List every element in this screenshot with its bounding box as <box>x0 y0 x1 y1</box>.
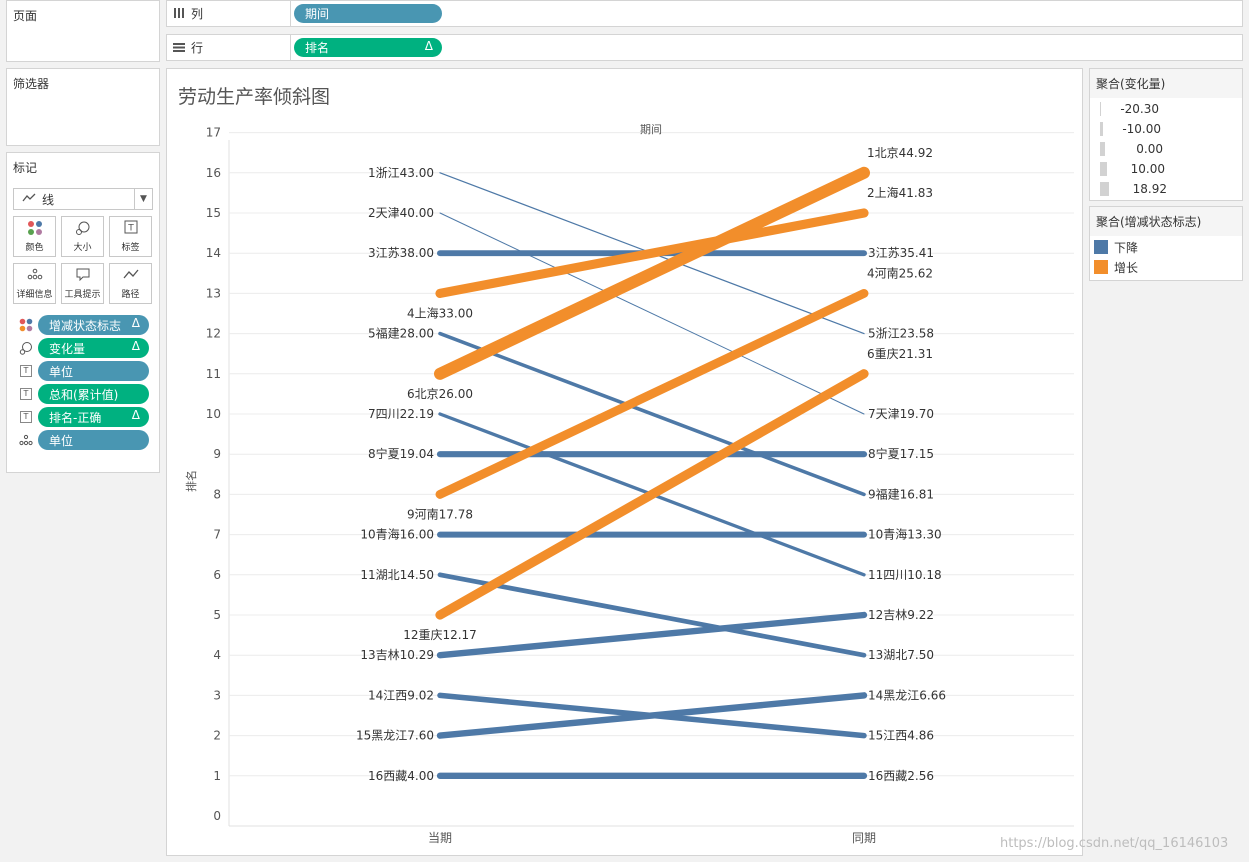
svg-text:T: T <box>127 224 134 234</box>
mark-type-dropdown[interactable]: 线 ▼ <box>13 188 153 210</box>
field-pill-label: 单位 <box>49 364 74 379</box>
color-legend-label: 增长 <box>1114 260 1139 275</box>
color-legend-item-decrease[interactable]: 下降 <box>1094 238 1138 256</box>
chevron-down-icon[interactable]: ▼ <box>134 189 152 209</box>
label-button[interactable]: T 标签 <box>109 216 152 257</box>
label-icon: T <box>20 411 32 423</box>
filters-title: 筛选器 <box>13 77 50 91</box>
marks-title: 标记 <box>13 161 38 175</box>
columns-icon <box>173 7 185 21</box>
size-legend-item: -10.00 <box>1100 120 1161 138</box>
size-legend-value: -20.30 <box>1120 102 1159 116</box>
field-pill-status-flag[interactable]: 增减状态标志 Δ <box>38 315 149 335</box>
field-pill-rank-correct[interactable]: 排名-正确 Δ <box>38 407 149 427</box>
size-legend-item: 10.00 <box>1100 160 1165 178</box>
size-legend-item: 0.00 <box>1100 140 1163 158</box>
size-icon <box>18 340 34 356</box>
columns-shelf-label: 列 <box>167 1 291 26</box>
rows-label: 行 <box>191 41 204 55</box>
label-icon: T <box>20 388 32 400</box>
color-legend-item-increase[interactable]: 增长 <box>1094 258 1138 276</box>
path-icon <box>123 267 139 285</box>
size-button-label: 大小 <box>73 243 92 253</box>
color-legend: 聚合(增减状态标志) 下降 增长 <box>1089 206 1243 281</box>
label-button-label: 标签 <box>121 243 140 253</box>
size-button[interactable]: 大小 <box>61 216 104 257</box>
columns-shelf[interactable]: 列 期间 <box>166 0 1243 27</box>
columns-pill-label: 期间 <box>305 7 330 21</box>
size-legend-header <box>1090 69 1242 98</box>
detail-button[interactable]: 详细信息 <box>13 263 56 304</box>
pages-panel: 页面 <box>6 0 160 62</box>
field-pill-label: 排名-正确 <box>49 410 102 425</box>
field-pill-unit[interactable]: 单位 <box>38 361 149 381</box>
field-pill-label: 变化量 <box>49 341 86 356</box>
color-dots-icon <box>27 220 43 238</box>
columns-pill[interactable]: 期间 <box>294 4 442 23</box>
tooltip-button-label: 工具提示 <box>64 290 101 300</box>
color-legend-header <box>1090 207 1242 236</box>
detail-icon <box>18 432 34 448</box>
color-legend-label: 下降 <box>1114 240 1139 255</box>
watermark: https://blog.csdn.net/qq_16146103 <box>1000 836 1229 851</box>
pages-title: 页面 <box>13 9 38 23</box>
color-button-label: 颜色 <box>25 243 44 253</box>
rows-shelf-label: 行 <box>167 35 291 60</box>
field-row: 增减状态标志 Δ <box>18 315 150 335</box>
color-legend-title: 聚合(增减状态标志) <box>1096 215 1202 229</box>
path-button[interactable]: 路径 <box>109 263 152 304</box>
label-icon: T <box>124 220 138 238</box>
field-pill-unit-detail[interactable]: 单位 <box>38 430 149 450</box>
field-row: T 总和(累计值) <box>18 384 150 404</box>
detail-icon <box>27 267 43 285</box>
label-icon: T <box>20 365 32 377</box>
field-pill-change[interactable]: 变化量 Δ <box>38 338 149 358</box>
rows-pill[interactable]: 排名 Δ <box>294 38 442 57</box>
rows-shelf[interactable]: 行 排名 Δ <box>166 34 1243 61</box>
delta-icon: Δ <box>131 408 140 422</box>
line-chart-icon <box>22 192 36 206</box>
color-swatch <box>1094 240 1108 254</box>
columns-label: 列 <box>191 7 204 21</box>
size-legend-value: 18.92 <box>1132 182 1167 196</box>
size-legend: 聚合(变化量) -20.30 -10.00 0.00 10.00 18.92 <box>1089 68 1243 201</box>
field-row: T 单位 <box>18 361 150 381</box>
rows-icon <box>173 41 185 55</box>
color-button[interactable]: 颜色 <box>13 216 56 257</box>
delta-icon: Δ <box>424 39 433 53</box>
chart-title: 劳动生产率倾斜图 <box>178 86 331 108</box>
size-legend-item: -20.30 <box>1100 100 1159 118</box>
detail-button-label: 详细信息 <box>16 290 53 300</box>
size-legend-title: 聚合(变化量) <box>1096 77 1166 91</box>
size-legend-value: 0.00 <box>1136 142 1163 156</box>
rows-pill-label: 排名 <box>305 41 330 55</box>
delta-icon: Δ <box>131 339 140 353</box>
field-pill-label: 总和(累计值) <box>49 387 119 402</box>
color-swatch <box>1094 260 1108 274</box>
tooltip-button[interactable]: 工具提示 <box>61 263 104 304</box>
field-pill-label: 单位 <box>49 433 74 448</box>
field-row: 单位 <box>18 430 150 450</box>
delta-icon: Δ <box>131 316 140 330</box>
field-row: T 排名-正确 Δ <box>18 407 150 427</box>
path-button-label: 路径 <box>121 290 140 300</box>
field-pill-label: 增减状态标志 <box>49 318 122 333</box>
field-pill-cumulative[interactable]: 总和(累计值) <box>38 384 149 404</box>
chart-panel <box>166 68 1083 856</box>
mark-type-label: 线 <box>42 192 55 207</box>
size-legend-value: 10.00 <box>1130 162 1165 176</box>
color-dots-icon <box>18 317 34 333</box>
size-legend-item: 18.92 <box>1100 180 1167 198</box>
filters-panel[interactable]: 筛选器 <box>6 68 160 146</box>
size-icon <box>75 220 91 238</box>
field-row: 变化量 Δ <box>18 338 150 358</box>
size-legend-value: -10.00 <box>1122 122 1161 136</box>
tooltip-icon <box>75 267 91 285</box>
